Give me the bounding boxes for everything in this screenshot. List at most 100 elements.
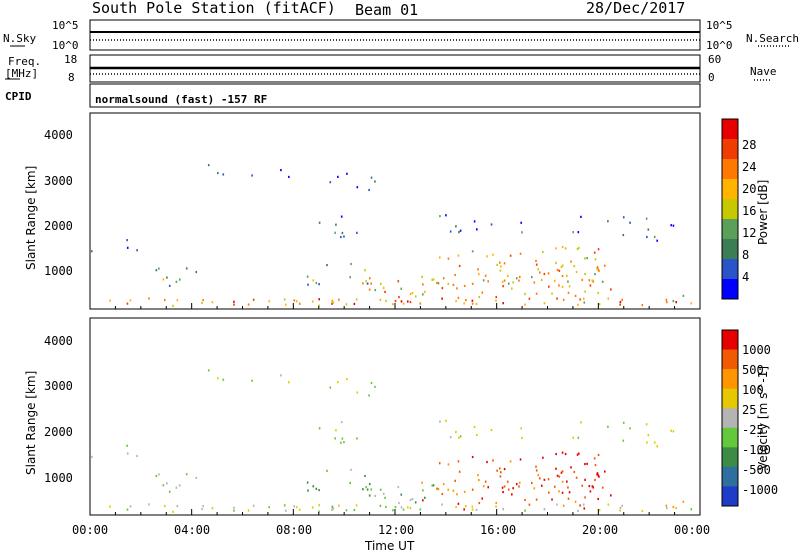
velocity-cell	[574, 500, 577, 503]
velocity-cell	[422, 489, 424, 492]
velocity-ytick: 4000	[44, 334, 73, 348]
velocity-cell	[596, 473, 598, 476]
power-cell	[610, 288, 612, 291]
power-cell	[419, 302, 422, 305]
velocity-cell	[442, 483, 445, 486]
cpid-panel	[89, 83, 701, 108]
velocity-cell	[562, 504, 565, 507]
power-cell	[647, 228, 650, 231]
power-cell	[370, 282, 373, 285]
power-cell	[607, 220, 609, 223]
power-cell	[436, 281, 438, 284]
velocity-cell	[148, 503, 150, 506]
velocity-cell	[400, 506, 403, 509]
power-cell	[584, 290, 586, 293]
velocity-cell	[207, 369, 210, 372]
velocity-cell	[465, 505, 467, 508]
velocity-cell	[542, 456, 544, 459]
velocity-cell	[490, 428, 493, 432]
velocity-colorbar-swatch	[722, 330, 738, 351]
power-cell	[458, 264, 461, 268]
velocity-cell	[295, 506, 298, 509]
power-cell	[564, 247, 567, 250]
power-cell	[556, 297, 558, 300]
velocity-cell	[394, 505, 397, 509]
power-cell	[583, 301, 586, 304]
power-cell	[298, 302, 301, 305]
power-colorbar-swatch	[722, 119, 738, 140]
power-cell	[582, 297, 585, 300]
power-cell	[353, 302, 356, 306]
power-cell	[533, 281, 536, 284]
velocity-cell	[564, 452, 567, 456]
power-cell	[455, 225, 457, 228]
power-cell	[473, 220, 476, 223]
velocity-cell	[502, 508, 505, 511]
power-colorbar-swatch	[722, 219, 738, 240]
velocity-cell	[503, 468, 506, 471]
velocity-cell	[582, 503, 585, 506]
velocity-cell	[298, 508, 301, 511]
power-cell	[556, 268, 559, 272]
power-cell	[129, 299, 132, 302]
power-cell	[675, 301, 678, 304]
power-ytick: 3000	[44, 174, 73, 188]
velocity-cell	[307, 489, 309, 492]
velocity-cell	[338, 504, 340, 507]
velocity-cell	[452, 489, 455, 492]
power-cell	[178, 278, 181, 281]
power-cell	[329, 181, 332, 184]
power-cell	[331, 302, 333, 305]
velocity-cell	[575, 476, 578, 479]
velocity-cell	[584, 478, 586, 481]
power-cell	[318, 304, 320, 307]
velocity-cell	[288, 381, 290, 384]
power-cell	[572, 231, 575, 234]
power-cell	[499, 269, 502, 272]
nave-tick-bottom: 0	[708, 71, 715, 84]
velocity-cell	[528, 503, 531, 506]
velocity-cell	[576, 453, 579, 456]
velocity-cell	[432, 484, 435, 487]
velocity-cell	[374, 494, 377, 498]
velocity-cell	[592, 486, 595, 489]
velocity-cell	[496, 469, 498, 472]
velocity-cell	[222, 378, 225, 381]
velocity-cell	[556, 474, 559, 477]
velocity-cell	[368, 482, 371, 486]
velocity-cell	[597, 474, 600, 477]
velocity-cell	[379, 504, 382, 507]
power-cell	[445, 214, 447, 217]
power-cell	[185, 267, 188, 270]
power-cell	[665, 301, 668, 304]
velocity-cell	[109, 505, 111, 508]
velocity-cell	[341, 437, 344, 440]
power-cell	[646, 235, 648, 239]
power-cell	[584, 272, 586, 276]
power-heatmap-cells	[91, 164, 693, 307]
power-cell	[535, 259, 537, 263]
velocity-cell	[558, 490, 560, 493]
power-cell	[528, 297, 531, 300]
power-cell	[233, 300, 235, 303]
velocity-cell	[670, 429, 673, 432]
velocity-panel	[89, 317, 701, 516]
power-cell	[597, 268, 600, 271]
velocity-cell	[484, 480, 487, 483]
velocity-cell	[350, 468, 352, 471]
power-cell	[507, 282, 510, 285]
power-cell	[176, 299, 179, 302]
power-cell	[268, 300, 270, 303]
velocity-cell	[331, 505, 334, 508]
power-cell	[463, 302, 465, 305]
power-cell	[551, 292, 553, 295]
velocity-cell	[577, 452, 580, 455]
power-cell	[503, 262, 506, 265]
station-title: South Pole Station (fitACF)	[92, 0, 336, 17]
velocity-colorbar-swatch	[722, 349, 738, 370]
power-cell	[452, 283, 455, 287]
power-cell	[589, 284, 592, 287]
velocity-cell	[471, 508, 474, 511]
velocity-cell	[233, 509, 235, 512]
power-cell	[315, 281, 318, 285]
